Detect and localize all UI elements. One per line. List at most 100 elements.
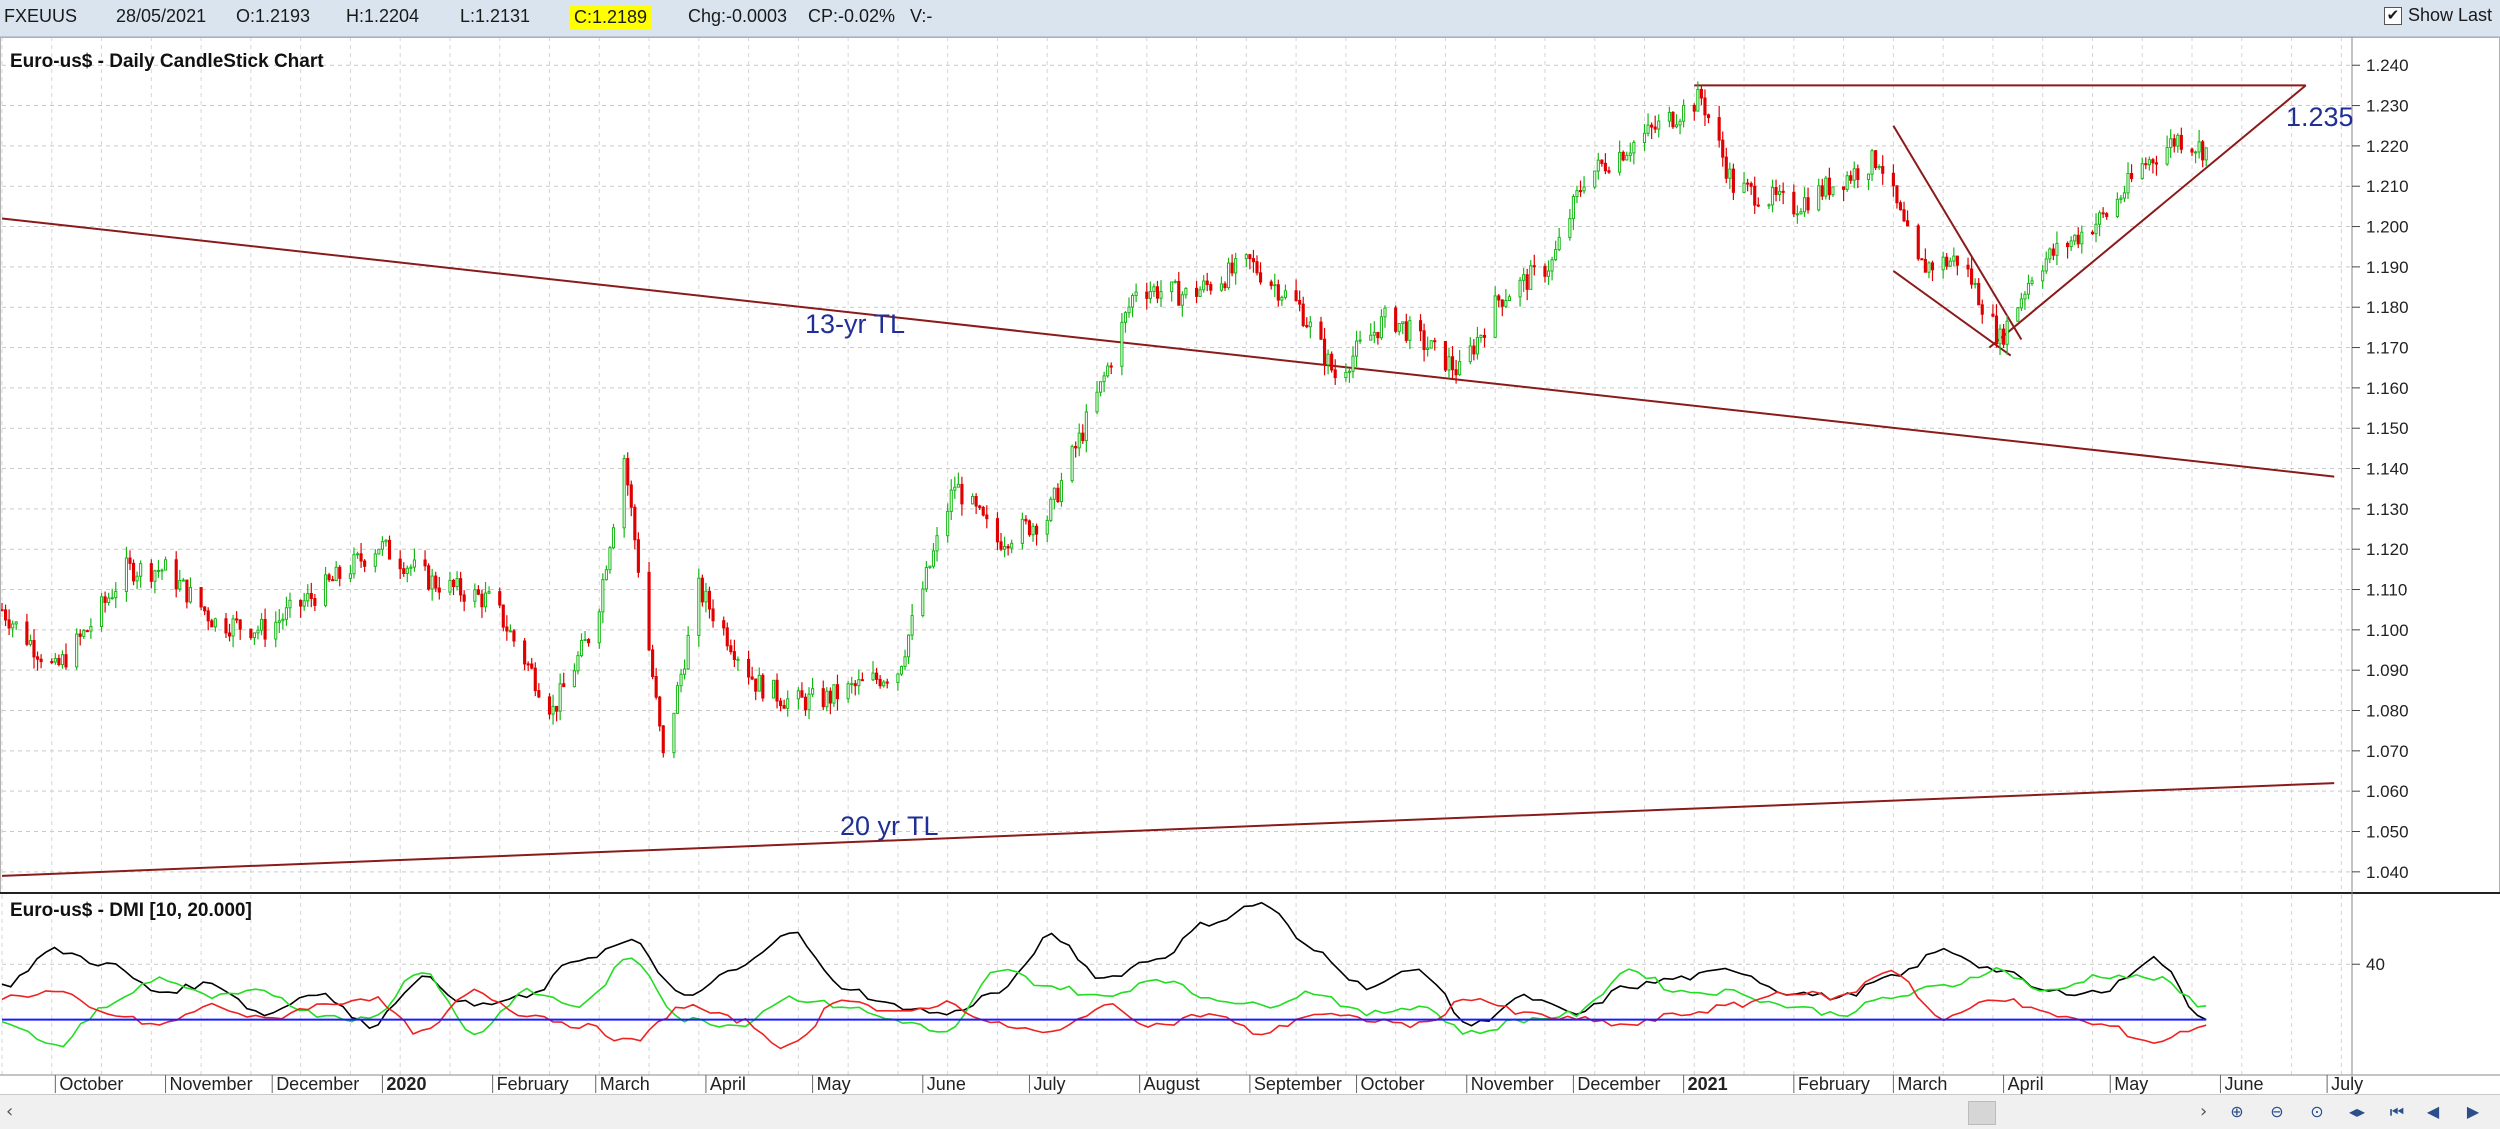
candle-body bbox=[2179, 134, 2183, 150]
candle-body bbox=[210, 620, 214, 628]
y-tick-label: 1.210 bbox=[2366, 177, 2409, 196]
zoom-out-icon[interactable]: ⊖ bbox=[2270, 1102, 2284, 1121]
candle-body bbox=[985, 514, 989, 520]
candle-body bbox=[50, 661, 54, 664]
chart-area[interactable]: 1.240 1.230 1.220 1.210 1.200 1.190 1.180 1.170… bbox=[0, 37, 2500, 1094]
candle-body bbox=[679, 673, 683, 687]
x-tick-label: May bbox=[2114, 1074, 2148, 1094]
candle-body bbox=[736, 658, 740, 661]
candle-body bbox=[405, 567, 409, 574]
step-back-icon[interactable]: ◀ bbox=[2426, 1102, 2440, 1121]
candle-body bbox=[1194, 287, 1199, 297]
candle-body bbox=[1706, 114, 1711, 119]
candle-body bbox=[896, 673, 900, 683]
annotation-1235: 1.235 bbox=[2286, 102, 2354, 132]
step-forward-icon[interactable]: ▶ bbox=[2466, 1102, 2480, 1121]
x-tick-label: August bbox=[1144, 1074, 1200, 1094]
show-last-toggle[interactable]: ✔ Show Last bbox=[2383, 5, 2492, 26]
candle-body bbox=[64, 654, 68, 668]
candle-body bbox=[1130, 295, 1135, 308]
candle-body bbox=[1205, 280, 1209, 286]
candle-body bbox=[1895, 185, 1899, 204]
scrollbar-bar[interactable]: ‹ › ⊕ ⊖ ⊙ ◂▸ ⏮ ◀ ▶ bbox=[0, 1094, 2500, 1129]
x-tick-label: February bbox=[497, 1074, 569, 1094]
candle-body bbox=[2005, 320, 2009, 345]
candle-body bbox=[1546, 270, 1551, 277]
candle-body bbox=[53, 657, 57, 663]
candle-body bbox=[558, 683, 562, 712]
adx-line bbox=[1, 901, 2207, 1030]
candle-body bbox=[675, 685, 680, 714]
candle-body bbox=[935, 535, 939, 552]
candle-body bbox=[1945, 256, 1949, 267]
candle-body bbox=[2194, 151, 2198, 154]
candle-body bbox=[2165, 147, 2169, 165]
scroll-left-icon[interactable]: ‹ bbox=[6, 1101, 14, 1122]
candle-body bbox=[597, 611, 601, 644]
x-tick-label: December bbox=[276, 1074, 359, 1094]
candle-body bbox=[931, 550, 936, 567]
candle-body bbox=[1098, 381, 1103, 393]
candle-body bbox=[338, 566, 342, 579]
x-tick-label: April bbox=[710, 1074, 746, 1094]
candle-body bbox=[1518, 279, 1522, 298]
x-tick-label: October bbox=[59, 1074, 123, 1094]
candle-body bbox=[252, 632, 256, 639]
zoom-in-icon[interactable]: ⊕ bbox=[2230, 1102, 2244, 1121]
candle-body bbox=[1948, 260, 1952, 267]
candle-body bbox=[2066, 242, 2070, 248]
candle-body bbox=[402, 568, 406, 574]
candle-body bbox=[384, 539, 388, 543]
volume-label: V:- bbox=[910, 6, 933, 26]
candle-body bbox=[633, 506, 637, 541]
candle-body bbox=[2048, 248, 2052, 260]
candle-body bbox=[60, 654, 65, 666]
candle-body bbox=[2126, 173, 2130, 194]
candle-body bbox=[235, 618, 239, 621]
candle-body bbox=[683, 668, 687, 675]
candle-body bbox=[903, 656, 907, 667]
candle-body bbox=[771, 679, 776, 699]
candle-body bbox=[1447, 356, 1451, 371]
change-label: Chg:-0.0003 bbox=[688, 6, 788, 26]
candle-body bbox=[2151, 159, 2155, 164]
zoom-reset-icon[interactable]: ⊙ bbox=[2310, 1102, 2324, 1121]
candle-body bbox=[1831, 186, 1835, 196]
x-tick-label: July bbox=[1033, 1074, 1065, 1094]
candle-body bbox=[1920, 258, 1924, 261]
candle-body bbox=[2204, 147, 2208, 161]
scroll-both-icon[interactable]: ◂▸ bbox=[2348, 1102, 2366, 1121]
candle-body bbox=[626, 458, 630, 486]
candle-body bbox=[1401, 321, 1405, 325]
candle-body bbox=[1123, 312, 1128, 323]
candle-body bbox=[1106, 365, 1110, 377]
candle-body bbox=[156, 569, 160, 572]
candle-body bbox=[1326, 353, 1330, 366]
candle-body bbox=[302, 600, 306, 607]
x-tick-label: June bbox=[927, 1074, 966, 1094]
candle-body bbox=[832, 684, 836, 704]
candle-body bbox=[1177, 280, 1181, 306]
scroll-right-icon[interactable]: › bbox=[2200, 1101, 2208, 1122]
candle-body bbox=[423, 559, 427, 567]
candle-body bbox=[1084, 411, 1088, 442]
candle-body bbox=[878, 678, 882, 687]
candle-body bbox=[2023, 293, 2027, 300]
y-tick-label: 1.240 bbox=[2366, 56, 2409, 75]
candle-body bbox=[910, 615, 914, 636]
candle-body bbox=[377, 548, 381, 555]
candle-body bbox=[1369, 334, 1373, 341]
candle-body bbox=[1703, 97, 1707, 116]
jump-first-icon[interactable]: ⏮ bbox=[2389, 1102, 2405, 1121]
candle-body bbox=[1927, 262, 1931, 273]
candle-body bbox=[523, 640, 527, 665]
checkbox-checked-icon[interactable]: ✔ bbox=[2383, 6, 2402, 25]
candle-body bbox=[971, 495, 975, 505]
scrollbar-thumb[interactable] bbox=[1968, 1101, 1996, 1125]
candle-body bbox=[7, 619, 11, 629]
candle-body bbox=[796, 690, 800, 700]
candle-body bbox=[1998, 328, 2002, 345]
candle-body bbox=[274, 621, 278, 640]
candle-body bbox=[1479, 334, 1483, 339]
candle-body bbox=[1682, 104, 1686, 122]
